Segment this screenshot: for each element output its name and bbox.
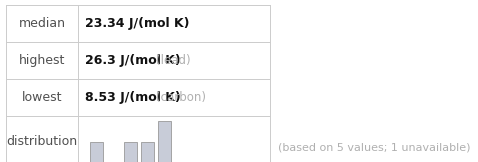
Text: lowest: lowest <box>22 91 62 104</box>
Text: 23.34 J/(mol K): 23.34 J/(mol K) <box>85 17 189 30</box>
Text: distribution: distribution <box>6 135 77 148</box>
Bar <box>141 141 154 162</box>
Text: (based on 5 values; 1 unavailable): (based on 5 values; 1 unavailable) <box>278 143 470 153</box>
Text: 26.3 J/(mol K): 26.3 J/(mol K) <box>85 54 181 67</box>
Bar <box>124 141 137 162</box>
Bar <box>158 121 171 162</box>
Text: highest: highest <box>19 54 65 67</box>
Bar <box>90 141 103 162</box>
Text: (lead): (lead) <box>156 54 190 67</box>
Text: median: median <box>19 17 65 30</box>
Text: 8.53 J/(mol K): 8.53 J/(mol K) <box>85 91 181 104</box>
Text: (carbon): (carbon) <box>156 91 206 104</box>
